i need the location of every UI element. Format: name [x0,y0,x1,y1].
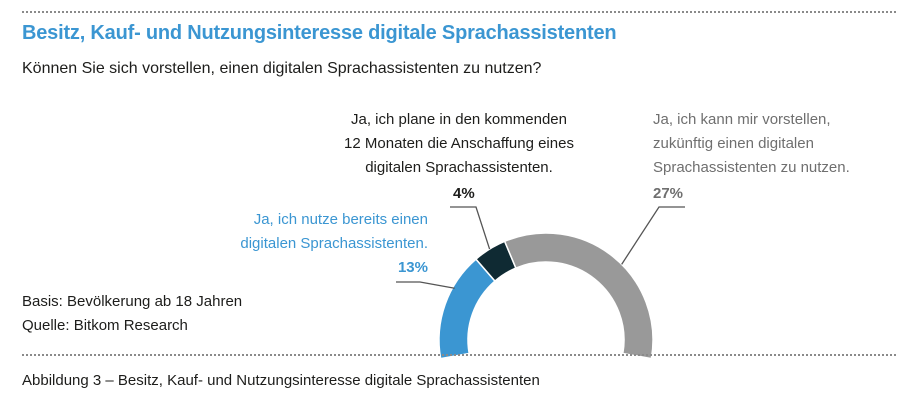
source-note: Quelle: Bitkom Research [22,317,188,334]
chart-subtitle: Können Sie sich vorstellen, einen digita… [22,60,542,77]
label-line: Ja, ich nutze bereits einen [253,211,428,228]
bottom-divider [22,354,896,356]
label-kaufplanung: Ja, ich plane in den kommenden 12 Monate… [334,108,584,180]
donut-segment-nutzungsinteresse [503,232,654,360]
donut-segment-nutzung [438,258,496,360]
label-line: 12 Monaten die Anschaffung eines [344,135,574,152]
label-line: digitalen Sprachassistenten. [365,159,553,176]
label-line: Ja, ich kann mir vorstellen, [653,111,831,128]
leader-line-kaufplanung [450,206,491,250]
leader-line-nutzung [396,281,455,289]
label-nutzungsinteresse: Ja, ich kann mir vorstellen, zukünftig e… [653,108,850,180]
label-line: zukünftig einen digitalen [653,135,814,152]
chart-notes: Basis: Bevölkerung ab 18 Jahren Quelle: … [22,290,242,338]
top-divider [22,11,896,13]
value-label-nutzung: 13% [397,259,428,276]
figure-caption: Abbildung 3 – Besitz, Kauf- und Nutzungs… [22,372,540,389]
value-label-nutzungsinteresse: 27% [653,185,684,202]
label-line: digitalen Sprachassistenten. [240,235,428,252]
label-line: Sprachassistenten zu nutzen. [653,159,850,176]
label-nutzung: Ja, ich nutze bereits einen digitalen Sp… [180,208,428,256]
leader-line-nutzungsinteresse [621,206,685,265]
chart-title: Besitz, Kauf- und Nutzungsinteresse digi… [22,22,617,44]
label-line: Ja, ich plane in den kommenden [351,111,567,128]
value-label-kaufplanung: 4% [453,185,475,202]
basis-note: Basis: Bevölkerung ab 18 Jahren [22,293,243,310]
